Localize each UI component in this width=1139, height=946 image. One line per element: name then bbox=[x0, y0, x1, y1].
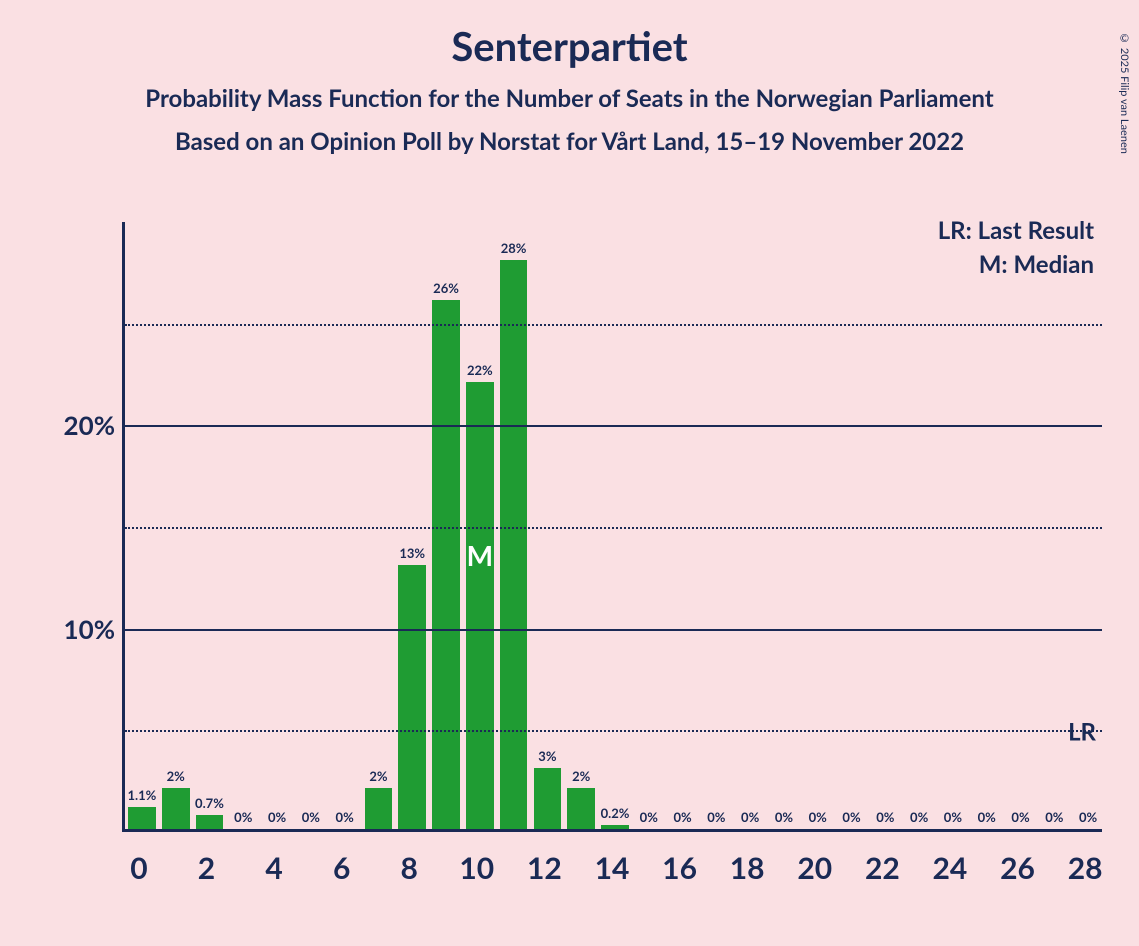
bar-seat-7: 2% bbox=[365, 788, 393, 829]
gridline bbox=[125, 629, 1102, 631]
x-tick-label: 4 bbox=[265, 850, 282, 886]
bar-seat-13: 2% bbox=[567, 788, 595, 829]
bar-label: 0% bbox=[336, 809, 354, 825]
bar-label: 0% bbox=[809, 809, 827, 825]
bar-seat-9: 26% bbox=[432, 300, 460, 829]
bar-label: 0% bbox=[741, 809, 759, 825]
x-tick-label: 6 bbox=[333, 850, 350, 886]
bar-label: 0% bbox=[842, 809, 860, 825]
bar-label: 0% bbox=[673, 809, 691, 825]
bar-label: 0% bbox=[910, 809, 928, 825]
bar-label: 22% bbox=[467, 362, 493, 378]
bar-seat-8: 13% bbox=[398, 565, 426, 829]
bar-label: 0% bbox=[1045, 809, 1063, 825]
x-tick-label: 12 bbox=[527, 850, 562, 886]
x-tick-label: 24 bbox=[933, 850, 968, 886]
bars-container: 1.1%2%0.7%0%0%0%0%2%13%26%22%M28%3%2%0.2… bbox=[125, 222, 1102, 829]
x-tick-label: 22 bbox=[865, 850, 900, 886]
chart-subtitle-1: Probability Mass Function for the Number… bbox=[0, 84, 1139, 113]
bar-label: 1.1% bbox=[127, 787, 156, 803]
bar-label: 3% bbox=[538, 748, 556, 764]
bar-seat-12: 3% bbox=[534, 768, 562, 829]
x-tick-label: 20 bbox=[797, 850, 832, 886]
bar-label: 2% bbox=[369, 768, 387, 784]
median-mark: M bbox=[467, 538, 493, 572]
bar-seat-10: 22%M bbox=[466, 382, 494, 829]
x-tick-label: 18 bbox=[730, 850, 765, 886]
x-axis: 0246810121416182022242628 bbox=[122, 840, 1102, 890]
bar-label: 28% bbox=[501, 240, 527, 256]
chart-title: Senterpartiet bbox=[0, 22, 1139, 70]
bar-label: 0% bbox=[234, 809, 252, 825]
bar-label: 26% bbox=[433, 280, 459, 296]
gridline bbox=[125, 324, 1102, 326]
bar-label: 13% bbox=[399, 545, 425, 561]
chart-subtitle-2: Based on an Opinion Poll by Norstat for … bbox=[0, 127, 1139, 156]
bar-label: 0% bbox=[876, 809, 894, 825]
plot-area: LR: Last Result M: Median 1.1%2%0.7%0%0%… bbox=[122, 222, 1102, 832]
lr-label: LR bbox=[1068, 717, 1096, 746]
bar-label: 0% bbox=[268, 809, 286, 825]
bar-label: 0% bbox=[707, 809, 725, 825]
gridline bbox=[125, 527, 1102, 529]
x-tick-label: 2 bbox=[198, 850, 215, 886]
x-tick-label: 0 bbox=[130, 850, 147, 886]
x-tick-label: 16 bbox=[662, 850, 697, 886]
bar-label: 0.2% bbox=[601, 805, 630, 821]
bar-label: 0% bbox=[302, 809, 320, 825]
bar-label: 0% bbox=[944, 809, 962, 825]
bar-label: 0% bbox=[640, 809, 658, 825]
x-tick-label: 14 bbox=[595, 850, 630, 886]
bar-label: 2% bbox=[572, 768, 590, 784]
bar-label: 0% bbox=[775, 809, 793, 825]
bar-label: 2% bbox=[167, 768, 185, 784]
chart-area: LR: Last Result M: Median 1.1%2%0.7%0%0%… bbox=[60, 222, 1120, 902]
x-tick-label: 8 bbox=[401, 850, 418, 886]
bar-seat-11: 28% bbox=[500, 260, 528, 829]
bar-seat-1: 2% bbox=[162, 788, 190, 829]
bar-label: 0% bbox=[1079, 809, 1097, 825]
gridline bbox=[125, 730, 1102, 732]
y-tick-label: 10% bbox=[64, 613, 125, 645]
bar-label: 0% bbox=[1011, 809, 1029, 825]
bar-seat-14: 0.2% bbox=[601, 825, 629, 829]
x-tick-label: 10 bbox=[459, 850, 494, 886]
bar-seat-2: 0.7% bbox=[196, 815, 224, 829]
copyright-text: © 2025 Filip van Laenen bbox=[1118, 32, 1131, 154]
bar-seat-0: 1.1% bbox=[128, 807, 156, 829]
bar-label: 0.7% bbox=[195, 795, 224, 811]
x-tick-label: 28 bbox=[1068, 850, 1103, 886]
x-tick-label: 26 bbox=[1000, 850, 1035, 886]
bar-label: 0% bbox=[978, 809, 996, 825]
y-tick-label: 20% bbox=[64, 409, 125, 441]
gridline bbox=[125, 425, 1102, 427]
